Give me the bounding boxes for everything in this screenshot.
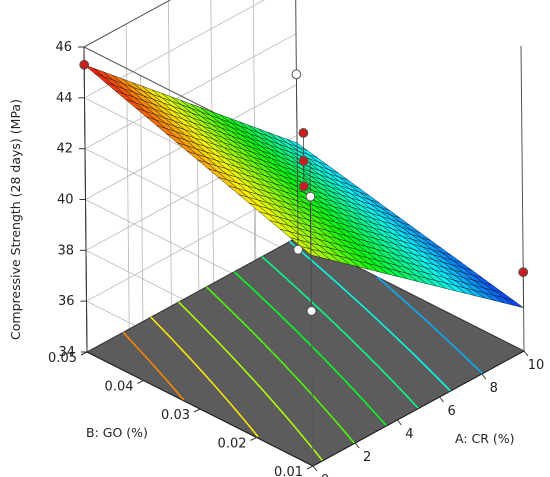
y-tick-label: 0.04 bbox=[105, 380, 134, 395]
x-tick-label: 2 bbox=[363, 450, 371, 465]
design-point-marker bbox=[306, 306, 317, 316]
x-tick-mark bbox=[481, 373, 487, 380]
x-tick-label: 6 bbox=[447, 404, 455, 419]
response-surface bbox=[84, 64, 524, 309]
design-points bbox=[79, 59, 529, 316]
x-tick-label: 0 bbox=[321, 473, 329, 477]
y-axis-title: B: GO (%) bbox=[86, 425, 148, 440]
z-tick-label: 42 bbox=[56, 142, 73, 157]
y-tick-mark bbox=[193, 408, 201, 413]
design-point-marker bbox=[299, 181, 309, 192]
floor-contour-line bbox=[376, 276, 483, 375]
floor-contour-line bbox=[178, 301, 324, 462]
design-point-marker bbox=[79, 59, 90, 70]
x-tick-label: 4 bbox=[405, 427, 413, 442]
z-tick-label: 44 bbox=[56, 91, 73, 106]
x-tick-mark bbox=[312, 465, 318, 472]
x-tick-label: 8 bbox=[490, 381, 498, 396]
floor-contour-line bbox=[261, 256, 420, 410]
y-tick-mark bbox=[250, 437, 257, 441]
back-wall-gridline bbox=[84, 33, 297, 150]
z-tick-label: 34 bbox=[58, 345, 75, 360]
floor-contour-line bbox=[150, 316, 259, 438]
back-wall-gridline bbox=[252, 0, 257, 261]
residual-line bbox=[296, 74, 298, 143]
x-tick-mark bbox=[397, 419, 402, 426]
back-wall-gridline bbox=[168, 0, 172, 307]
floor-contour-line bbox=[233, 271, 388, 427]
design-point-marker bbox=[298, 156, 309, 166]
z-tick-label: 38 bbox=[57, 243, 74, 258]
floor-contour-line bbox=[289, 240, 452, 392]
back-wall-gridline bbox=[125, 23, 130, 330]
x-axis-line bbox=[312, 350, 525, 467]
z-tick-label: 46 bbox=[55, 40, 72, 55]
design-point-marker bbox=[293, 244, 304, 255]
residual-line bbox=[296, 142, 299, 250]
residual-line bbox=[309, 196, 312, 256]
y-tick-label: 0.01 bbox=[274, 465, 303, 477]
y-tick-mark bbox=[137, 380, 144, 384]
x-tick-label: 10 bbox=[528, 358, 545, 373]
floor-contour-line bbox=[205, 286, 356, 444]
x-tick-mark bbox=[523, 350, 529, 357]
y-tick-label: 0.05 bbox=[48, 351, 77, 366]
axis-labels: 3436384042444602468100.010.020.030.040.0… bbox=[8, 40, 544, 477]
x-tick-mark bbox=[439, 396, 444, 403]
y-tick-label: 0.03 bbox=[161, 408, 190, 423]
floor-contour-line bbox=[122, 331, 185, 401]
design-point-marker bbox=[291, 69, 302, 80]
floor-contour bbox=[85, 236, 526, 467]
z-tick-label: 36 bbox=[58, 294, 75, 309]
surface-cell bbox=[503, 297, 524, 309]
y-tick-mark bbox=[80, 351, 88, 356]
z-tick-label: 40 bbox=[57, 193, 74, 208]
design-point-marker bbox=[305, 191, 316, 202]
design-point-marker bbox=[518, 267, 529, 278]
y-tick-mark bbox=[306, 465, 314, 470]
residual-line bbox=[310, 255, 312, 311]
back-wall-gridline bbox=[83, 0, 172, 48]
x-axis-title: A: CR (%) bbox=[455, 431, 515, 446]
z-axis-title: Compressive Strength (28 days) (MPa) bbox=[8, 99, 23, 340]
design-point-marker bbox=[298, 128, 309, 138]
y-tick-label: 0.02 bbox=[218, 437, 247, 452]
x-tick-mark bbox=[354, 442, 360, 449]
